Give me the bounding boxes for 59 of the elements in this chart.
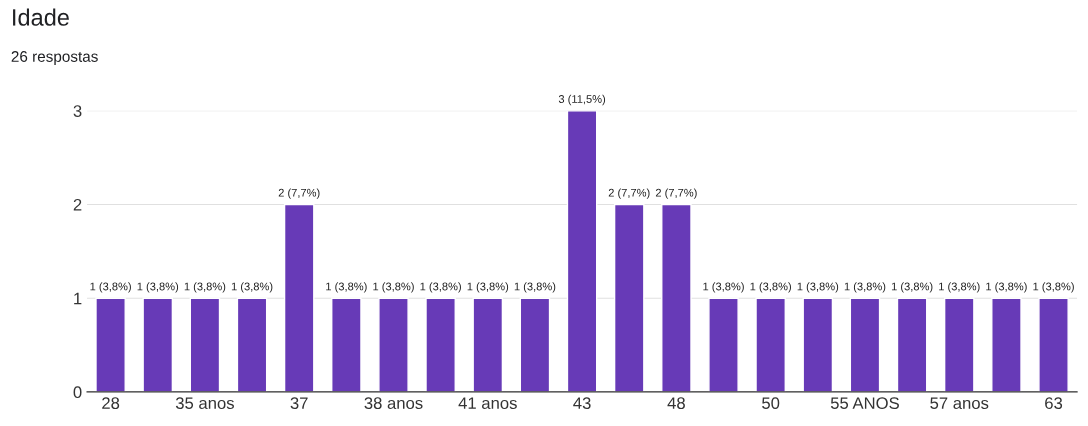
x-tick-label: 63: [1045, 397, 1063, 410]
data-label: 1 (3,8%): [844, 282, 886, 293]
bar: [566, 110, 598, 392]
bar: [708, 297, 739, 392]
bar: [95, 297, 126, 392]
bar: [661, 203, 692, 392]
y-tick-label: 1: [74, 292, 82, 305]
y-tick-label: 0: [73, 386, 82, 399]
bar: [142, 297, 174, 392]
chart-title: Idade: [13, 8, 69, 26]
bar: [283, 203, 315, 392]
x-tick-label: 43: [573, 397, 591, 410]
data-label: 1 (3,8%): [514, 282, 556, 293]
bar: [189, 297, 221, 392]
bar: [755, 297, 786, 392]
data-label: 2 (7,7%): [655, 188, 697, 199]
x-tick-label: 37: [290, 397, 308, 410]
x-tick-label: 28: [102, 397, 120, 410]
bar: [1038, 297, 1069, 392]
data-label: 1 (3,8%): [137, 282, 179, 293]
x-tick-label: 57 anos: [930, 397, 989, 410]
y-tick-label: 2: [73, 198, 82, 211]
bar: [896, 297, 928, 392]
x-tick-label: 48: [667, 397, 685, 410]
data-label: 1 (3,8%): [797, 282, 839, 293]
chart-subtitle: 26 respostas: [11, 51, 98, 65]
bar: [849, 297, 881, 392]
data-label: 1 (3,8%): [1033, 282, 1074, 293]
data-label: 1 (3,8%): [891, 282, 933, 293]
data-label: 1 (3,8%): [939, 282, 980, 293]
data-label: 1 (3,8%): [703, 282, 744, 293]
bar: [331, 297, 362, 392]
data-label: 1 (3,8%): [467, 282, 509, 293]
data-label: 1 (3,8%): [420, 282, 461, 293]
data-label: 2 (7,7%): [278, 188, 320, 199]
bar: [519, 297, 551, 392]
x-tick-label: 50: [762, 397, 780, 410]
bar: [943, 297, 975, 392]
x-tick-label: 35 anos: [175, 397, 234, 410]
bar: [236, 297, 268, 392]
x-tick-label: 38 anos: [364, 397, 423, 410]
data-label: 2 (7,7%): [608, 188, 650, 199]
data-label: 1 (3,8%): [326, 282, 367, 293]
bar: [802, 297, 834, 392]
data-label: 1 (3,8%): [986, 282, 1027, 293]
bar: [991, 297, 1022, 392]
data-label: 1 (3,8%): [184, 282, 226, 293]
bar: [613, 203, 645, 392]
bar: [425, 297, 456, 392]
data-label: 1 (3,8%): [90, 282, 131, 293]
x-tick-label: 41 anos: [458, 397, 517, 410]
y-tick-label: 3: [73, 105, 82, 117]
bar: [378, 297, 409, 392]
data-label: 1 (3,8%): [750, 282, 791, 293]
data-label: 1 (3,8%): [231, 282, 273, 293]
bar: [472, 297, 504, 392]
data-label: 3 (11,5%): [558, 94, 606, 106]
data-label: 1 (3,8%): [373, 282, 414, 293]
x-tick-label: 55 ANOS: [830, 397, 899, 410]
